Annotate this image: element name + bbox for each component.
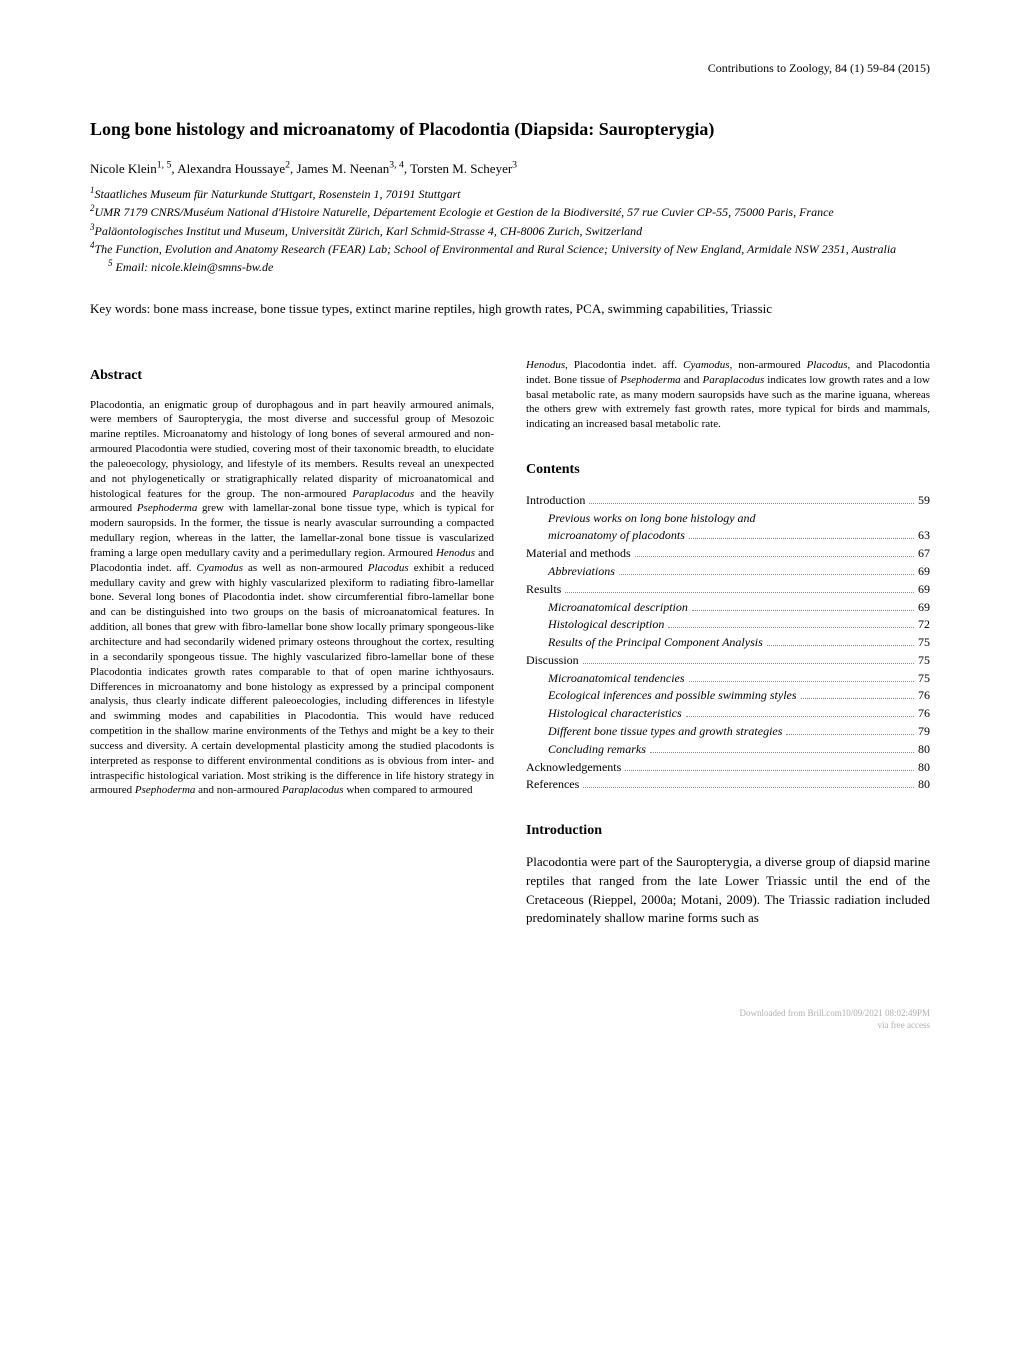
toc-page-number: 80	[918, 741, 930, 758]
toc-page-number: 79	[918, 723, 930, 740]
affiliations-block: 1Staatliches Museum für Naturkunde Stutt…	[90, 186, 930, 257]
abstract-text-right: Henodus, Placodontia indet. aff. Cyamodu…	[526, 358, 930, 432]
toc-row: Discussion 75	[526, 652, 930, 669]
toc-label: microanatomy of placodonts	[526, 527, 685, 544]
download-footer: Downloaded from Brill.com10/09/2021 08:0…	[90, 1008, 930, 1031]
affiliation-3: 3Paläontologisches Institut und Museum, …	[90, 223, 930, 239]
toc-leader-dots	[801, 698, 914, 699]
toc-row: Concluding remarks 80	[526, 741, 930, 758]
toc-leader-dots	[650, 752, 914, 753]
toc-label: Histological characteristics	[526, 705, 682, 722]
toc-leader-dots	[583, 663, 914, 664]
left-column: Abstract Placodontia, an enigmatic group…	[90, 358, 494, 928]
toc-leader-dots	[625, 770, 914, 771]
toc-page-number: 80	[918, 776, 930, 793]
toc-label: Different bone tissue types and growth s…	[526, 723, 782, 740]
toc-label: Abbreviations	[526, 563, 615, 580]
toc-page-number: 69	[918, 599, 930, 616]
toc-leader-dots	[786, 734, 914, 735]
toc-page-number: 75	[918, 634, 930, 651]
toc-page-number: 69	[918, 563, 930, 580]
table-of-contents: Introduction 59 Previous works on long bon…	[526, 492, 930, 794]
toc-page-number: 72	[918, 616, 930, 633]
toc-label: Microanatomical tendencies	[526, 670, 685, 687]
toc-page-number: 75	[918, 670, 930, 687]
toc-row: Results 69	[526, 581, 930, 598]
contents-heading: Contents	[526, 460, 930, 480]
toc-label: Concluding remarks	[526, 741, 646, 758]
toc-label: Results of the Principal Component Analy…	[526, 634, 763, 651]
toc-leader-dots	[668, 627, 914, 628]
toc-label: Results	[526, 581, 561, 598]
toc-label: Previous works on long bone histology an…	[526, 510, 756, 527]
toc-page-number: 69	[918, 581, 930, 598]
toc-row: Acknowledgements 80	[526, 759, 930, 776]
corresponding-email: 5 Email: nicole.klein@smns-bw.de	[108, 259, 930, 276]
journal-citation: Contributions to Zoology, 84 (1) 59-84 (…	[90, 60, 930, 77]
toc-row: Abbreviations 69	[526, 563, 930, 580]
toc-leader-dots	[589, 503, 914, 504]
toc-leader-dots	[689, 538, 914, 539]
toc-row: Previous works on long bone histology an…	[526, 510, 930, 527]
abstract-text-left: Placodontia, an enigmatic group of durop…	[90, 398, 494, 799]
toc-row: Different bone tissue types and growth s…	[526, 723, 930, 740]
toc-row: Ecological inferences and possible swimm…	[526, 687, 930, 704]
introduction-text: Placodontia were part of the Sauropteryg…	[526, 853, 930, 928]
toc-page-number: 76	[918, 687, 930, 704]
toc-row: microanatomy of placodonts 63	[526, 527, 930, 544]
toc-leader-dots	[692, 610, 914, 611]
toc-label: Introduction	[526, 492, 585, 509]
affiliation-1: 1Staatliches Museum für Naturkunde Stutt…	[90, 186, 930, 202]
toc-page-number: 63	[918, 527, 930, 544]
toc-label: Ecological inferences and possible swimm…	[526, 687, 797, 704]
affiliation-2: 2UMR 7179 CNRS/Muséum National d'Histoir…	[90, 204, 930, 220]
toc-row: Microanatomical description 69	[526, 599, 930, 616]
toc-leader-dots	[635, 556, 914, 557]
article-title: Long bone histology and microanatomy of …	[90, 117, 930, 142]
toc-leader-dots	[583, 787, 914, 788]
footer-line-1: Downloaded from Brill.com10/09/2021 08:0…	[90, 1008, 930, 1020]
toc-row: Material and methods 67	[526, 545, 930, 562]
toc-page-number: 67	[918, 545, 930, 562]
toc-label: Acknowledgements	[526, 759, 621, 776]
toc-row: Introduction 59	[526, 492, 930, 509]
toc-page-number: 75	[918, 652, 930, 669]
toc-label: Discussion	[526, 652, 579, 669]
toc-leader-dots	[689, 681, 914, 682]
toc-leader-dots	[767, 645, 914, 646]
toc-row: Histological description 72	[526, 616, 930, 633]
authors-line: Nicole Klein1, 5, Alexandra Houssaye2, J…	[90, 160, 930, 178]
toc-row: Results of the Principal Component Analy…	[526, 634, 930, 651]
toc-page-number: 76	[918, 705, 930, 722]
footer-line-2: via free access	[90, 1020, 930, 1032]
two-column-layout: Abstract Placodontia, an enigmatic group…	[90, 358, 930, 928]
toc-row: Microanatomical tendencies 75	[526, 670, 930, 687]
toc-page-number: 59	[918, 492, 930, 509]
abstract-heading: Abstract	[90, 366, 494, 386]
toc-leader-dots	[619, 574, 914, 575]
toc-row: References 80	[526, 776, 930, 793]
right-column: Henodus, Placodontia indet. aff. Cyamodu…	[526, 358, 930, 928]
keywords-line: Key words: bone mass increase, bone tiss…	[90, 300, 930, 318]
affiliation-4: 4The Function, Evolution and Anatomy Res…	[90, 241, 930, 257]
toc-label: Material and methods	[526, 545, 631, 562]
introduction-heading: Introduction	[526, 821, 930, 841]
toc-label: Histological description	[526, 616, 664, 633]
toc-label: References	[526, 776, 579, 793]
toc-label: Microanatomical description	[526, 599, 688, 616]
toc-row: Histological characteristics 76	[526, 705, 930, 722]
toc-leader-dots	[565, 592, 914, 593]
toc-leader-dots	[686, 716, 914, 717]
toc-page-number: 80	[918, 759, 930, 776]
